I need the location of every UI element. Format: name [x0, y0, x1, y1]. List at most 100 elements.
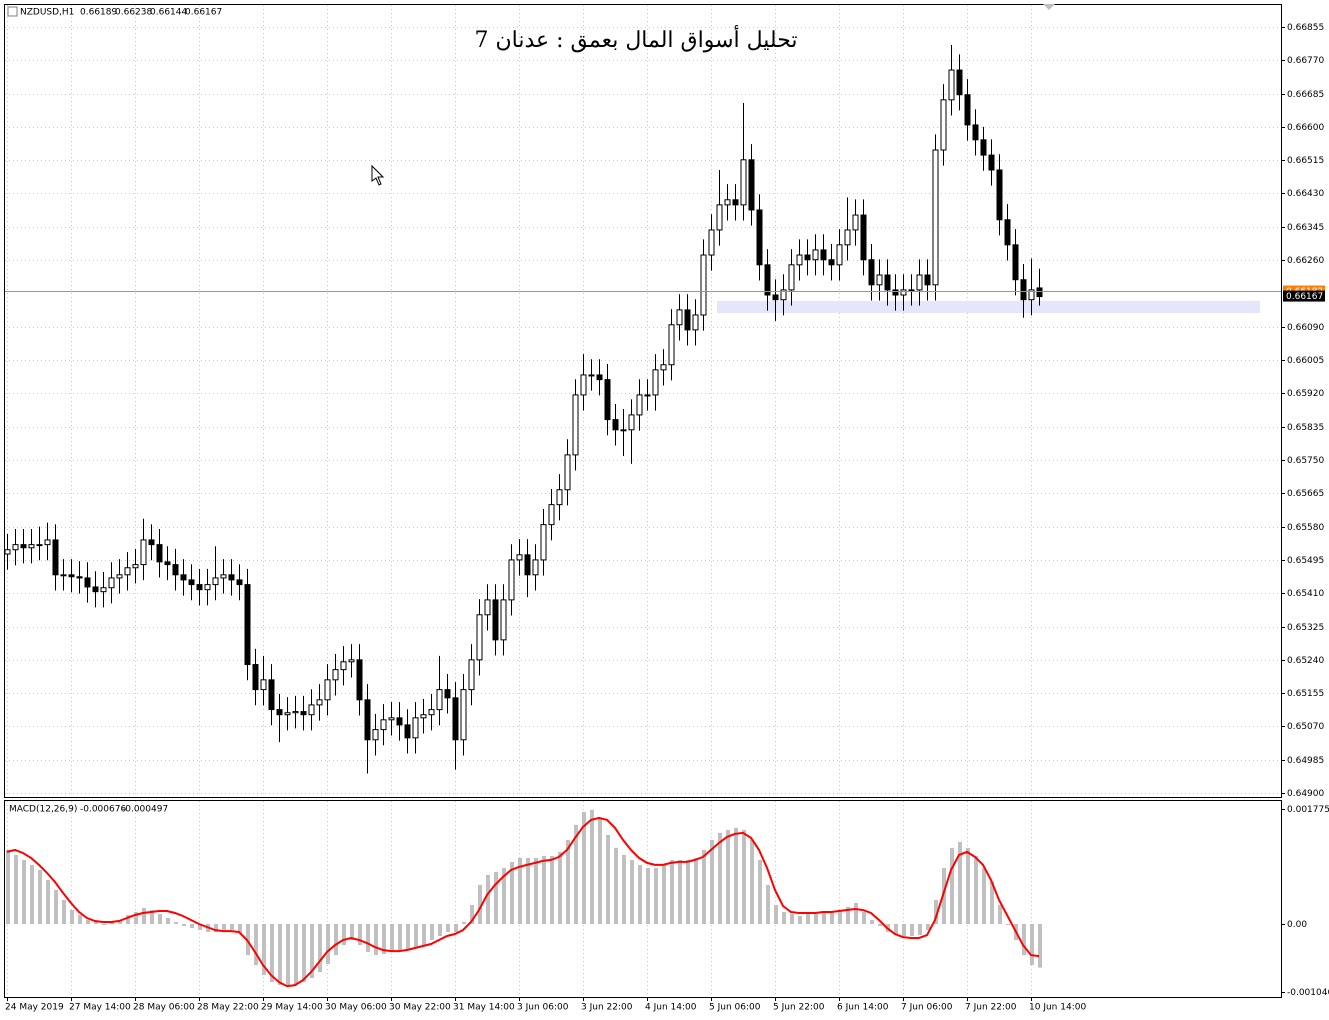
macd-bar — [966, 847, 970, 925]
candle-body — [876, 274, 883, 286]
macd-bar — [782, 911, 786, 925]
macd-bar — [6, 849, 10, 925]
macd-bar — [294, 924, 298, 985]
front-layer: NZDUSD,H1 0.66189 0.66238 0.66144 0.6616… — [7, 6, 1325, 815]
candle-body — [1020, 279, 1027, 301]
candle-body — [1004, 219, 1011, 246]
candle-body — [868, 259, 875, 286]
x-tick-label: 28 May 22:00 — [197, 1003, 259, 1013]
candle-body — [252, 664, 259, 691]
macd-bar — [998, 904, 1002, 925]
macd-bar — [198, 924, 202, 931]
header-open: 0.66189 — [80, 8, 117, 18]
macd-bar — [486, 874, 490, 925]
candle-body — [804, 254, 811, 261]
macd-bar — [494, 871, 498, 925]
macd-bar — [790, 914, 794, 925]
macd-bar — [758, 859, 762, 925]
candle-body — [28, 544, 35, 549]
macd-bar — [174, 922, 178, 925]
candle-body — [84, 577, 91, 588]
macd-bar — [942, 867, 946, 925]
x-tick-label: 27 May 14:00 — [69, 1003, 131, 1013]
x-tick-label: 3 Jun 06:00 — [517, 1003, 569, 1013]
macd-bar — [78, 914, 82, 925]
candle-body — [676, 309, 683, 326]
candle-body — [684, 309, 691, 331]
candle-body — [652, 369, 659, 396]
macd-name: MACD(12,26,9) — [9, 805, 77, 815]
candle-body — [68, 574, 75, 578]
macd-bar — [182, 924, 186, 927]
candle-body — [516, 554, 523, 561]
macd-bar — [830, 911, 834, 925]
candle-body — [908, 289, 915, 292]
macd-bar — [286, 924, 290, 986]
macd-bar — [454, 924, 458, 933]
macd-bar — [622, 854, 626, 925]
candle-body — [4, 549, 11, 555]
symbol: NZDUSD,H1 — [20, 8, 74, 18]
data-layer — [4, 44, 1281, 988]
x-tick-label: 7 Jun 06:00 — [901, 1003, 953, 1013]
candle-body — [788, 264, 795, 291]
macd-bar — [534, 857, 538, 925]
macd-bar — [550, 855, 554, 925]
macd-bar — [710, 839, 714, 925]
candle-body — [428, 709, 435, 716]
macd-bar — [422, 924, 426, 946]
x-tick-label: 3 Jun 22:00 — [581, 1003, 633, 1013]
macd-bar — [870, 920, 874, 925]
candle-body — [212, 577, 219, 586]
macd-bar — [46, 879, 50, 925]
macd-bar — [1022, 924, 1026, 956]
candle-body — [132, 564, 139, 569]
macd-bar — [358, 924, 362, 946]
candle-body — [844, 229, 851, 246]
candle-body — [796, 254, 803, 266]
macd-bar — [590, 809, 594, 925]
macd-bar — [510, 861, 514, 925]
candle-body — [500, 599, 507, 641]
candle-body — [44, 539, 51, 546]
candle-body — [124, 567, 131, 576]
y-tick-label: 0.66345 — [1287, 223, 1324, 233]
candle-body — [92, 586, 99, 593]
macd-bar — [270, 924, 274, 983]
candle-body — [292, 711, 299, 714]
candle-body — [764, 264, 771, 296]
candle-body — [268, 679, 275, 711]
y-tick-label: 0.64900 — [1287, 789, 1324, 799]
candle-body — [932, 149, 939, 286]
macd-bar — [566, 839, 570, 925]
macd-bar — [262, 924, 266, 976]
candle-body — [180, 574, 187, 581]
macd-bar — [582, 811, 586, 925]
candle-body — [396, 717, 403, 726]
macd-bar — [878, 924, 882, 927]
candle-body — [412, 717, 419, 739]
candle-body — [604, 379, 611, 421]
macd-bar — [238, 924, 242, 934]
candle-body — [260, 679, 267, 691]
candle-body — [36, 544, 43, 547]
candle-body — [948, 69, 955, 101]
x-tick-label: 24 May 2019 — [5, 1003, 64, 1013]
candle-body — [988, 154, 995, 171]
x-tick-label: 29 May 14:00 — [261, 1003, 323, 1013]
macd-bar — [366, 924, 370, 953]
macd-bar — [246, 924, 250, 956]
candle-body — [100, 587, 107, 593]
macd-bar — [86, 920, 90, 925]
bid-label-box — [1283, 290, 1325, 302]
macd-bar — [1006, 924, 1010, 926]
candle-body — [812, 249, 819, 261]
macd-bar — [630, 859, 634, 925]
candle-body — [556, 489, 563, 506]
candle-body — [916, 274, 923, 291]
candle-body — [316, 699, 323, 706]
macd-bar — [54, 889, 58, 925]
x-tick-label: 5 Jun 06:00 — [709, 1003, 761, 1013]
macd-bar — [310, 924, 314, 979]
